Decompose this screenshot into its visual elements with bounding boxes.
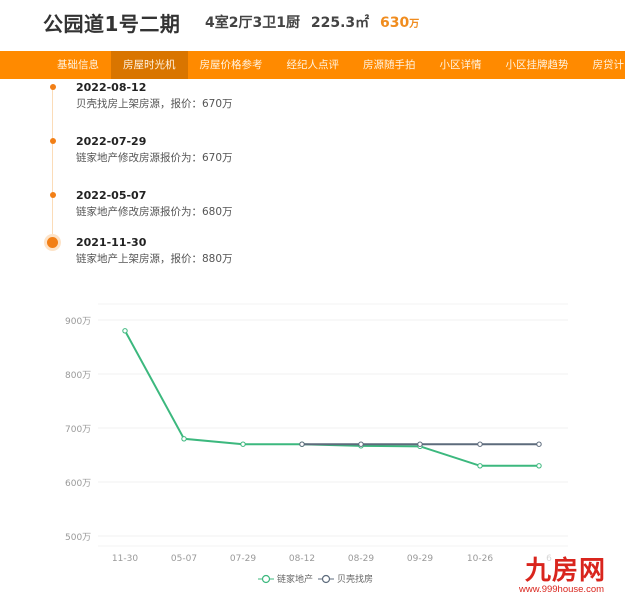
timeline-desc: 链家地产修改房源报价为：680万 <box>76 204 233 219</box>
timeline-desc: 链家地产修改房源报价为：670万 <box>76 150 233 165</box>
y-axis-tick: 800万 <box>65 368 91 381</box>
data-point[interactable] <box>537 464 541 468</box>
timeline-desc: 贝壳找房上架房源，报价：670万 <box>76 96 233 111</box>
legend-label: 贝壳找房 <box>337 572 373 585</box>
timeline-desc: 链家地产上架房源，报价：880万 <box>76 251 233 266</box>
timeline-item: 2021-11-30 链家地产上架房源，报价：880万 <box>0 236 400 276</box>
legend-marker-icon <box>318 574 334 584</box>
timeline-date: 2022-08-12 <box>76 81 146 94</box>
data-point[interactable] <box>123 329 127 333</box>
legend-item[interactable]: 贝壳找房 <box>318 572 373 585</box>
y-axis-tick: 500万 <box>65 530 91 543</box>
chart-legend: 链家地产 贝壳找房 <box>258 572 373 585</box>
x-axis-tick: 08-12 <box>282 554 322 564</box>
nav-tab[interactable]: 房屋价格参考 <box>188 51 275 79</box>
timeline-dot-icon <box>50 138 56 144</box>
y-axis-tick: 900万 <box>65 314 91 327</box>
data-point[interactable] <box>241 442 245 446</box>
data-point[interactable] <box>537 442 541 446</box>
nav-tab[interactable]: 房源随手拍 <box>351 51 428 79</box>
x-axis-tick: 08-29 <box>341 554 381 564</box>
nav-tab[interactable]: 经纪人点评 <box>275 51 352 79</box>
x-axis-tick: 10-26 <box>460 554 500 564</box>
timeline-item: 2022-07-29 链家地产修改房源报价为：670万 <box>0 135 400 175</box>
data-point[interactable] <box>359 442 363 446</box>
timeline-date: 2022-05-07 <box>76 189 146 202</box>
nav-tab[interactable]: 基础信息 <box>45 51 111 79</box>
legend-item[interactable]: 链家地产 <box>258 572 313 585</box>
legend-marker-icon <box>258 574 274 584</box>
data-point[interactable] <box>182 437 186 441</box>
y-axis-tick: 700万 <box>65 422 91 435</box>
watermark-logo: 九房网 <box>525 550 606 587</box>
data-point[interactable] <box>300 442 304 446</box>
timeline-date: 2021-11-30 <box>76 236 146 249</box>
listing-specs: 4室2厅3卫1厨 225.3㎡ 630万 <box>205 12 419 32</box>
room-layout: 4室2厅3卫1厨 <box>205 15 300 31</box>
timeline-dot-icon <box>47 237 58 248</box>
series-line <box>125 331 539 466</box>
floor-area: 225.3㎡ <box>311 15 369 31</box>
data-point[interactable] <box>478 464 482 468</box>
timeline-dot-icon <box>50 84 56 90</box>
watermark-url: www.999house.com <box>519 584 604 595</box>
timeline-item: 2022-08-12 贝壳找房上架房源，报价：670万 <box>0 81 400 121</box>
watermark: 九房网 www.999house.com <box>519 550 625 599</box>
community-title: 公园道1号二期 <box>43 8 180 37</box>
section-nav: 基础信息房屋时光机房屋价格参考经纪人点评房源随手拍小区详情小区挂牌趋势房贷计 <box>0 51 625 79</box>
timeline-date: 2022-07-29 <box>76 135 146 148</box>
listing-header: 公园道1号二期 4室2厅3卫1厨 225.3㎡ 630万 <box>0 0 625 50</box>
x-axis-tick: 07-29 <box>223 554 263 564</box>
timeline-dot-icon <box>50 192 56 198</box>
data-point[interactable] <box>418 442 422 446</box>
nav-tab[interactable]: 小区挂牌趋势 <box>494 51 581 79</box>
timeline-item: 2022-05-07 链家地产修改房源报价为：680万 <box>0 189 400 229</box>
listing-price: 630万 <box>380 15 419 31</box>
data-point[interactable] <box>478 442 482 446</box>
x-axis-tick: 11-30 <box>105 554 145 564</box>
nav-tab[interactable]: 小区详情 <box>428 51 494 79</box>
x-axis-tick: 05-07 <box>164 554 204 564</box>
x-axis-tick: 09-29 <box>400 554 440 564</box>
nav-tab[interactable]: 房贷计 <box>581 51 625 79</box>
y-axis-tick: 600万 <box>65 476 91 489</box>
nav-tab[interactable]: 房屋时光机 <box>111 51 188 79</box>
legend-label: 链家地产 <box>277 572 313 585</box>
